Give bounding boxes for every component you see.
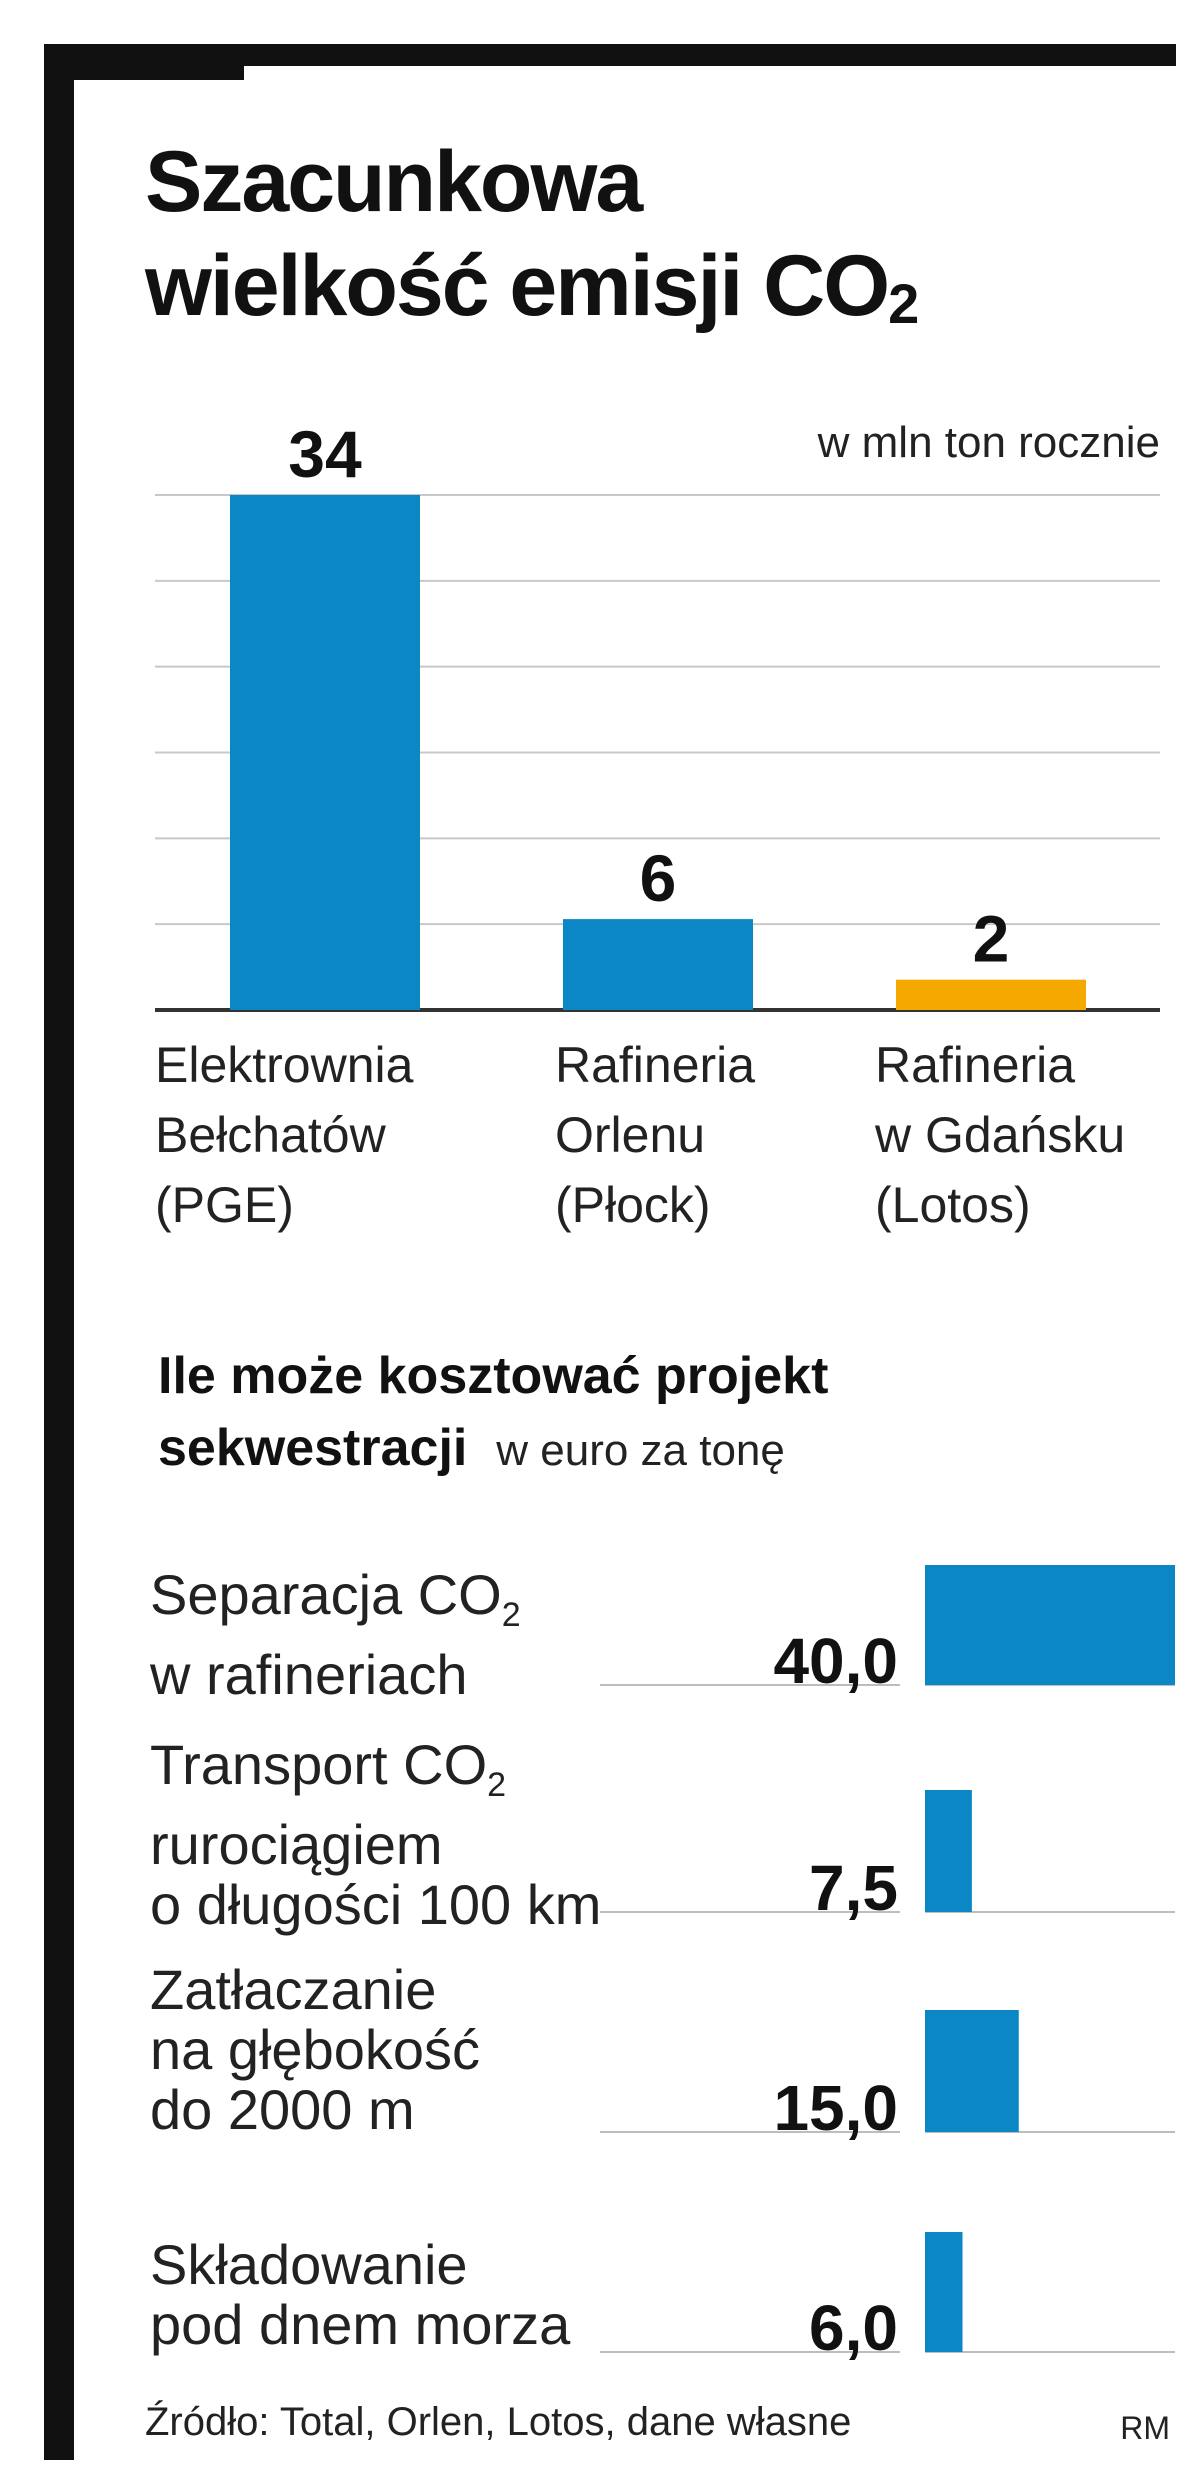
co2-subscript: 2 xyxy=(501,1596,521,1635)
emission-bar xyxy=(563,919,753,1010)
cost-step-label: Transport CO2 rurociągiem o długości 100 k… xyxy=(150,1735,601,1935)
emission-value-label: 34 xyxy=(288,417,362,491)
frame-left-rule xyxy=(44,44,74,2460)
cost-value-label: 40,0 xyxy=(773,1625,898,1697)
step-label-line: Separacja CO2 xyxy=(150,1563,521,1635)
emission-value-label: 6 xyxy=(640,841,677,915)
emission-category-label: Rafineria w Gdańsku (Lotos) xyxy=(875,1030,1125,1240)
cost-value-label: 6,0 xyxy=(809,2292,898,2364)
step-label-line: do 2000 m xyxy=(150,2078,415,2141)
cost-title-line2: sekwestracji xyxy=(158,1419,468,1477)
cost-value-label: 15,0 xyxy=(773,2072,898,2144)
co2-subscript: 2 xyxy=(487,1766,507,1805)
cost-bar xyxy=(925,1790,972,1912)
frame-corner xyxy=(44,44,244,80)
chart-title-line1: Szacunkowa xyxy=(145,134,643,230)
cost-bar xyxy=(925,2010,1019,2132)
cost-chart-title: Ile może kosztować projekt sekwestracji … xyxy=(158,1340,828,1487)
step-label-line: pod dnem morza xyxy=(150,2293,571,2356)
category-label-line: w Gdańsku xyxy=(875,1107,1126,1163)
emission-category-label: Elektrownia Bełchatów (PGE) xyxy=(155,1030,413,1240)
title-subscript: 2 xyxy=(888,272,919,335)
emission-category-label: Rafineria Orlenu (Płock) xyxy=(555,1030,755,1240)
emission-bar xyxy=(896,979,1086,1010)
step-label-line: na głębokość xyxy=(150,2018,481,2081)
cost-bar xyxy=(925,1565,1175,1685)
cost-bar xyxy=(925,2232,963,2352)
cost-value-label: 7,5 xyxy=(809,1852,898,1924)
emission-bar xyxy=(230,495,420,1010)
cost-title-line1: Ile może kosztować projekt xyxy=(158,1347,829,1405)
step-label-line: Transport CO2 xyxy=(150,1733,507,1805)
category-label-line: Elektrownia xyxy=(155,1037,414,1093)
step-label-line: Składowanie xyxy=(150,2233,468,2296)
cost-step-label: Zatłaczanie na głębokość do 2000 m xyxy=(150,1960,480,2140)
category-label-line: Rafineria xyxy=(555,1037,756,1093)
category-label-line: (Płock) xyxy=(555,1177,711,1233)
cost-unit-label: w euro za tonę xyxy=(496,1426,785,1475)
category-label-line: Rafineria xyxy=(875,1037,1076,1093)
frame-top-rule xyxy=(44,44,1176,66)
category-label-line: (PGE) xyxy=(155,1177,294,1233)
emission-value-label: 2 xyxy=(973,902,1010,976)
chart-title: Szacunkowa wielkość emisji CO2 xyxy=(145,130,919,356)
emissions-bar-chart: 34 6 2 xyxy=(155,417,1160,1012)
emissions-unit-label: w mln ton rocznie xyxy=(817,418,1160,467)
category-label-line: (Lotos) xyxy=(875,1177,1031,1233)
author-credit: RM xyxy=(1120,2410,1170,2446)
step-label-line: Zatłaczanie xyxy=(150,1958,437,2021)
step-label-line: w rafineriach xyxy=(150,1643,468,1707)
source-note: Źródło: Total, Orlen, Lotos, dane własne xyxy=(145,2400,852,2444)
category-label-line: Bełchatów xyxy=(155,1107,386,1163)
step-label-line: rurociągiem xyxy=(150,1813,443,1877)
category-label-line: Orlenu xyxy=(555,1107,706,1163)
cost-step-label: Składowanie pod dnem morza xyxy=(150,2235,570,2355)
chart-title-line2: wielkość emisji CO2 xyxy=(145,238,919,335)
cost-step-label: Separacja CO2 w rafineriach xyxy=(150,1565,521,1705)
step-label-line: o długości 100 km xyxy=(150,1873,602,1937)
